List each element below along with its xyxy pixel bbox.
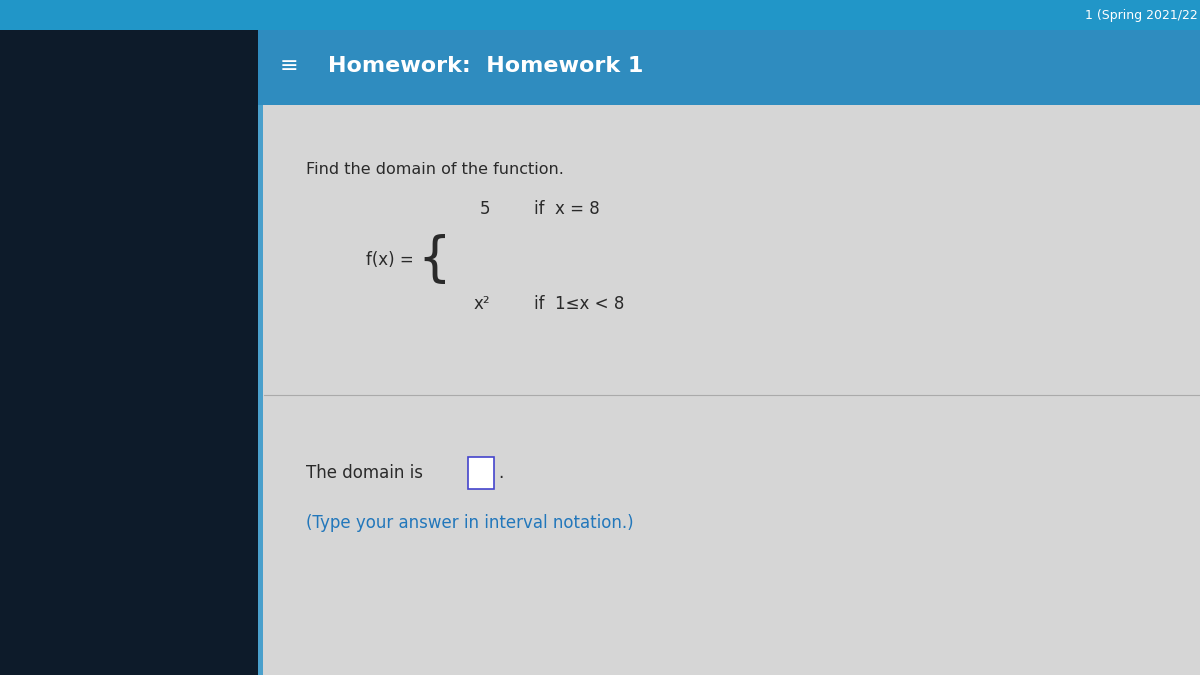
FancyBboxPatch shape — [258, 105, 1200, 675]
Text: f(x) =: f(x) = — [366, 251, 414, 269]
Text: x²: x² — [474, 295, 491, 313]
FancyBboxPatch shape — [0, 0, 258, 675]
Text: Find the domain of the function.: Find the domain of the function. — [306, 162, 564, 177]
Text: The domain is: The domain is — [306, 464, 428, 481]
Text: 1 (Spring 2021/22: 1 (Spring 2021/22 — [1085, 9, 1198, 22]
Text: if  x = 8: if x = 8 — [534, 200, 600, 218]
Text: if  1≤x < 8: if 1≤x < 8 — [534, 295, 624, 313]
Text: Homework:  Homework 1: Homework: Homework 1 — [328, 56, 643, 76]
Text: (Type your answer in interval notation.): (Type your answer in interval notation.) — [306, 514, 634, 532]
FancyBboxPatch shape — [468, 457, 494, 489]
FancyBboxPatch shape — [0, 0, 1200, 30]
Text: ≡: ≡ — [280, 56, 299, 76]
Text: 5: 5 — [480, 200, 491, 218]
Text: {: { — [418, 234, 451, 286]
Text: .: . — [498, 464, 503, 481]
FancyBboxPatch shape — [258, 27, 1200, 105]
FancyBboxPatch shape — [258, 105, 263, 675]
